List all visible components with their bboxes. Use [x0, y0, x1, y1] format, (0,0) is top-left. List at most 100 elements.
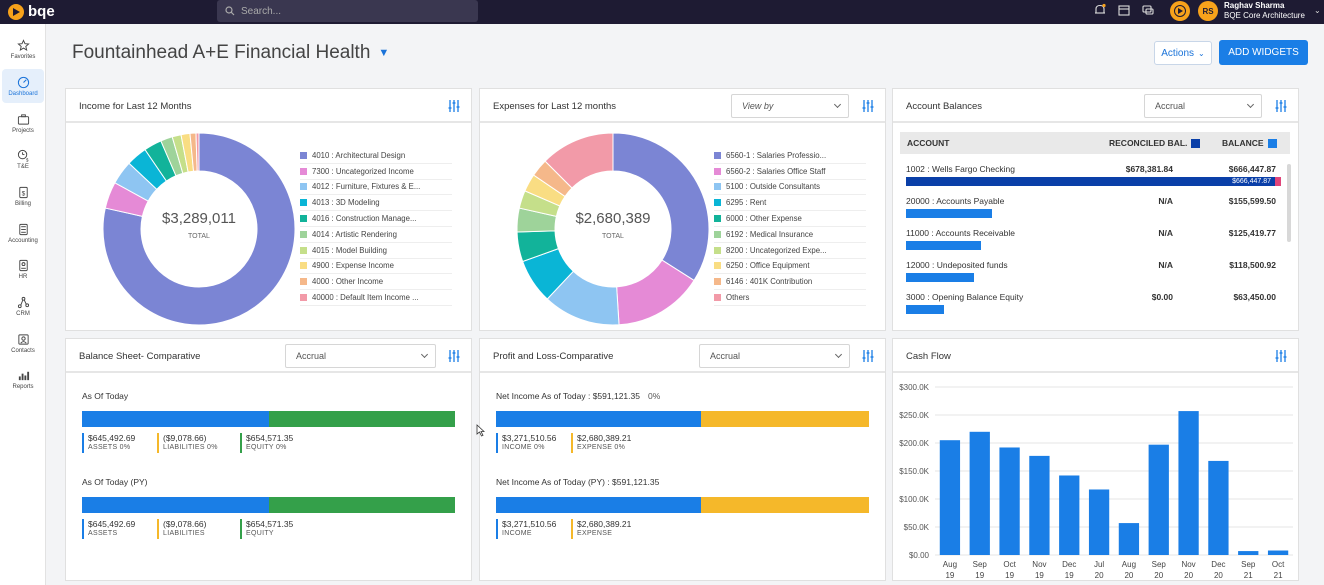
bell-icon[interactable] [1093, 3, 1107, 17]
legend-item[interactable]: 6560-2 : Salaries Office Staff [714, 164, 866, 180]
reconciled-value: N/A [1158, 196, 1173, 206]
scrollbar[interactable] [1287, 164, 1291, 242]
balance-legend-swatch [1267, 138, 1277, 148]
accrual-select[interactable]: Accrual [1144, 94, 1262, 118]
sliders-icon[interactable] [447, 99, 461, 113]
legend-item[interactable]: 5100 : Outside Consultants [714, 180, 866, 196]
legend-swatch [714, 215, 721, 223]
legend-item[interactable]: 4014 : Artistic Rendering [300, 227, 452, 243]
y-tick-label: $300.0K [899, 383, 929, 392]
search-input[interactable]: Search... [217, 0, 478, 22]
dashboard-title-dropdown[interactable]: Fountainhead A+E Financial Health ▼ [72, 42, 389, 64]
legend-item[interactable]: 40000 : Default Item Income ... [300, 290, 452, 306]
balance-bar-label: $666,447.87 [1232, 178, 1271, 185]
user-info[interactable]: Raghav Sharma BQE Core Architecture [1224, 1, 1305, 21]
accrual-select[interactable]: Accrual [699, 344, 850, 368]
sidebar-item-dashboard[interactable]: Dashboard [2, 69, 44, 103]
sidebar-item-crm[interactable]: CRM [2, 289, 44, 323]
cash-flow-bar[interactable] [1118, 523, 1140, 555]
sidebar-item-billing[interactable]: $ Billing [2, 179, 44, 213]
comparison-bar[interactable] [496, 411, 869, 427]
legend-item[interactable]: 6560-1 : Salaries Professio... [714, 148, 866, 164]
x-tick-label: 20 [1214, 571, 1223, 580]
legend-label: 6560-1 : Salaries Professio... [726, 150, 827, 160]
cash-flow-bar[interactable] [1088, 489, 1110, 555]
legend-item[interactable]: 6250 : Office Equipment [714, 259, 866, 275]
sliders-icon[interactable] [861, 349, 875, 363]
sidebar-item-projects[interactable]: Projects [2, 106, 44, 140]
sidebar-item-te[interactable]: $ T&E [2, 142, 44, 176]
donut-slice[interactable] [102, 132, 296, 326]
widget-header: Expenses for Last 12 months View by [480, 89, 885, 123]
x-tick-label: 21 [1274, 571, 1283, 580]
reconciled-value: $0.00 [1151, 292, 1173, 302]
calendar-icon[interactable] [1117, 3, 1131, 17]
expenses-legend: 6560-1 : Salaries Professio... 6560-2 : S… [714, 148, 866, 306]
cash-flow-bar[interactable] [1178, 411, 1199, 555]
cash-flow-bar[interactable] [1029, 455, 1050, 555]
actions-button[interactable]: Actions ⌄ [1154, 41, 1212, 65]
stat-label: LIABILITIES [163, 530, 205, 537]
avatar[interactable]: RS [1198, 1, 1218, 21]
cash-flow-bar[interactable] [939, 440, 961, 555]
stat-item: $645,492.69 ASSETS [82, 519, 135, 539]
comparison-bar[interactable] [82, 411, 455, 427]
sidebar-item-hr[interactable]: HR [2, 252, 44, 286]
stat-label: EQUITY 0% [246, 444, 287, 451]
play-tutorial-icon[interactable] [1170, 1, 1190, 21]
chevron-down-icon[interactable]: ⌄ [1314, 6, 1321, 15]
cash-flow-bar[interactable] [1238, 551, 1259, 555]
legend-item[interactable]: 6192 : Medical Insurance [714, 227, 866, 243]
accrual-select[interactable]: Accrual [285, 344, 436, 368]
sliders-icon[interactable] [447, 349, 461, 363]
legend-item[interactable]: 4900 : Expense Income [300, 259, 452, 275]
legend-item[interactable]: 4015 : Model Building [300, 243, 452, 259]
search-icon [225, 6, 235, 16]
y-tick-label: $200.0K [899, 439, 929, 448]
cash-flow-bar[interactable] [1267, 550, 1289, 555]
comparison-bar[interactable] [496, 497, 869, 513]
chat-icon[interactable] [1141, 3, 1155, 17]
section-title: Net Income As of Today (PY) : $591,121.3… [496, 477, 659, 487]
sidebar-item-accounting[interactable]: Accounting [2, 216, 44, 250]
legend-item[interactable]: 8200 : Uncategorized Expe... [714, 243, 866, 259]
cash-flow-bar[interactable] [1208, 460, 1229, 555]
sliders-icon[interactable] [1274, 99, 1288, 113]
legend-item[interactable]: 6146 : 401K Contribution [714, 274, 866, 291]
sliders-icon[interactable] [1274, 349, 1288, 363]
sliders-icon[interactable] [861, 99, 875, 113]
legend-item[interactable]: 4012 : Furniture, Fixtures & E... [300, 180, 452, 196]
balance-value: $666,447.87 [1228, 164, 1276, 174]
donut-slice[interactable] [612, 132, 710, 282]
stat-value: ($9,078.66) [163, 519, 207, 529]
bar-segment [701, 411, 869, 427]
donut-slice[interactable] [544, 132, 614, 189]
donut-slice[interactable] [195, 132, 200, 172]
view-by-select[interactable]: View by [731, 94, 849, 118]
comparison-bar[interactable] [82, 497, 455, 513]
y-tick-label: $150.0K [899, 467, 929, 476]
legend-item[interactable]: 7300 : Uncategorized Income [300, 164, 452, 180]
cash-flow-bar[interactable] [999, 447, 1020, 555]
legend-item[interactable]: 6000 : Other Expense [714, 211, 866, 227]
stat-label: ASSETS [88, 530, 118, 537]
section-title-text: As Of Today (PY) [82, 477, 148, 487]
cash-flow-bar[interactable] [969, 431, 990, 555]
legend-item[interactable]: 4016 : Construction Manage... [300, 211, 452, 227]
sidebar-item-reports[interactable]: Reports [2, 362, 44, 396]
stat-value: $3,271,510.56 [502, 519, 557, 529]
legend-item[interactable]: 6295 : Rent [714, 195, 866, 212]
stat-item: $645,492.69 ASSETS 0% [82, 433, 135, 453]
legend-item[interactable]: Others [714, 290, 866, 306]
legend-item[interactable]: 4010 : Architectural Design [300, 148, 452, 164]
add-widgets-button[interactable]: ADD WIDGETS [1219, 40, 1308, 65]
sidebar-item-contacts[interactable]: Contacts [2, 326, 44, 360]
cash-flow-bar[interactable] [1059, 475, 1080, 555]
legend-item[interactable]: 4013 : 3D Modeling [300, 195, 452, 212]
contacts-icon [17, 333, 29, 345]
bqe-logo[interactable]: bqe [8, 3, 55, 20]
sidebar-item-favorites[interactable]: Favorites [2, 32, 44, 66]
widget-title: Account Balances [906, 101, 983, 112]
legend-item[interactable]: 4000 : Other Income [300, 274, 452, 291]
cash-flow-bar[interactable] [1148, 444, 1169, 555]
